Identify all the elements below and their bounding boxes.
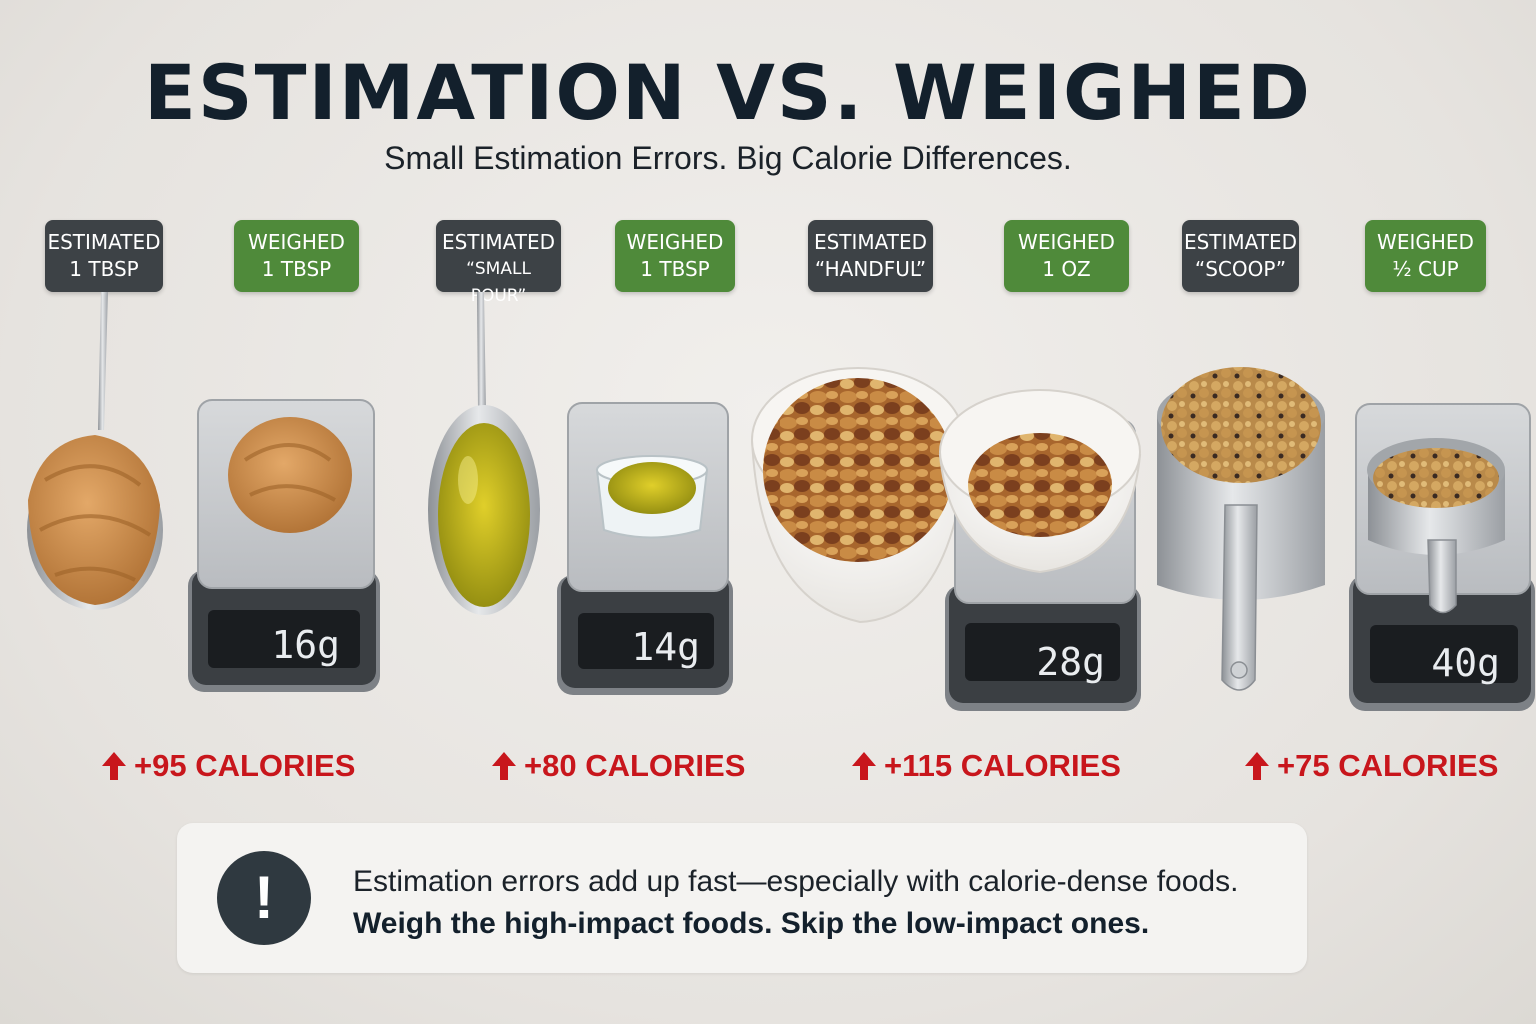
page-title: ESTIMATION VS. WEIGHED xyxy=(143,48,1312,137)
notice-line-1: Estimation errors add up fast—especially… xyxy=(353,865,1239,898)
arrow-up-icon xyxy=(102,752,126,780)
scale-reading-1: 16g xyxy=(271,623,340,667)
calorie-text: +115 CALORIES xyxy=(884,748,1121,783)
tag-line2: ½ CUP xyxy=(1392,257,1459,281)
scale-reading-2: 14g xyxy=(631,625,700,669)
tag-line1: ESTIMATED xyxy=(441,230,556,254)
tag-line2: 1 TBSP xyxy=(640,257,710,281)
exclamation-icon: ! xyxy=(217,851,311,945)
scale-nuts: 28g xyxy=(938,389,1142,711)
scale-peanut-butter: 16g xyxy=(188,399,380,692)
tag-line2: 1 OZ xyxy=(1042,257,1091,281)
tag-estimated-peanut-butter: ESTIMATED 1 TBSP xyxy=(45,220,163,292)
tag-estimated-nuts: ESTIMATED “HANDFUL” xyxy=(808,220,933,292)
tag-line2: 1 TBSP xyxy=(69,257,139,281)
calorie-difference-3: +115 CALORIES xyxy=(850,748,1121,784)
tag-line2: “SCOOP” xyxy=(1194,257,1287,281)
calorie-difference-1: +95 CALORIES xyxy=(100,748,355,784)
tag-line2: “SMALL POUR” xyxy=(466,259,531,306)
calorie-text: +75 CALORIES xyxy=(1277,748,1499,783)
tag-line1: ESTIMATED xyxy=(47,230,161,254)
spoon-olive-oil xyxy=(428,292,540,615)
tag-line2: 1 TBSP xyxy=(261,257,332,281)
arrow-up-icon xyxy=(1245,752,1269,780)
page-subtitle: Small Estimation Errors. Big Calorie Dif… xyxy=(384,140,1072,176)
tag-weighed-granola: WEIGHED ½ CUP xyxy=(1365,220,1486,292)
tag-line1: ESTIMATED xyxy=(813,230,928,254)
scale-olive-oil: 14g xyxy=(557,402,733,695)
tag-line1: WEIGHED xyxy=(248,230,345,254)
tag-line1: WEIGHED xyxy=(626,230,724,254)
tag-weighed-peanut-butter: WEIGHED 1 TBSP xyxy=(234,220,359,292)
spoon-peanut-butter xyxy=(27,292,163,610)
notice-line-2: Weigh the high-impact foods. Skip the lo… xyxy=(353,907,1150,940)
arrow-up-icon xyxy=(492,752,516,780)
scale-granola: 40g xyxy=(1349,403,1535,711)
notice-box: ! Estimation errors add up fast—especial… xyxy=(177,823,1307,973)
calorie-text: +80 CALORIES xyxy=(524,748,746,783)
tag-estimated-granola: ESTIMATED “SCOOP” xyxy=(1182,220,1299,292)
measuring-cup-granola-estimated xyxy=(1157,367,1325,691)
bowl-of-nuts-estimated xyxy=(750,367,967,624)
calorie-difference-4: +75 CALORIES xyxy=(1243,748,1498,784)
tag-line1: ESTIMATED xyxy=(1183,230,1298,254)
scale-reading-4: 40g xyxy=(1431,641,1500,685)
tag-line1: WEIGHED xyxy=(1377,230,1474,254)
tag-estimated-olive-oil: ESTIMATED “SMALL POUR” xyxy=(436,220,561,306)
calorie-difference-2: +80 CALORIES xyxy=(490,748,745,784)
tag-weighed-nuts: WEIGHED 1 OZ xyxy=(1004,220,1129,292)
tag-line2: “HANDFUL” xyxy=(814,257,927,281)
arrow-up-icon xyxy=(852,752,876,780)
tag-line1: WEIGHED xyxy=(1018,230,1115,254)
scale-reading-3: 28g xyxy=(1036,640,1105,684)
tag-weighed-olive-oil: WEIGHED 1 TBSP xyxy=(615,220,735,292)
calorie-text: +95 CALORIES xyxy=(134,748,356,783)
